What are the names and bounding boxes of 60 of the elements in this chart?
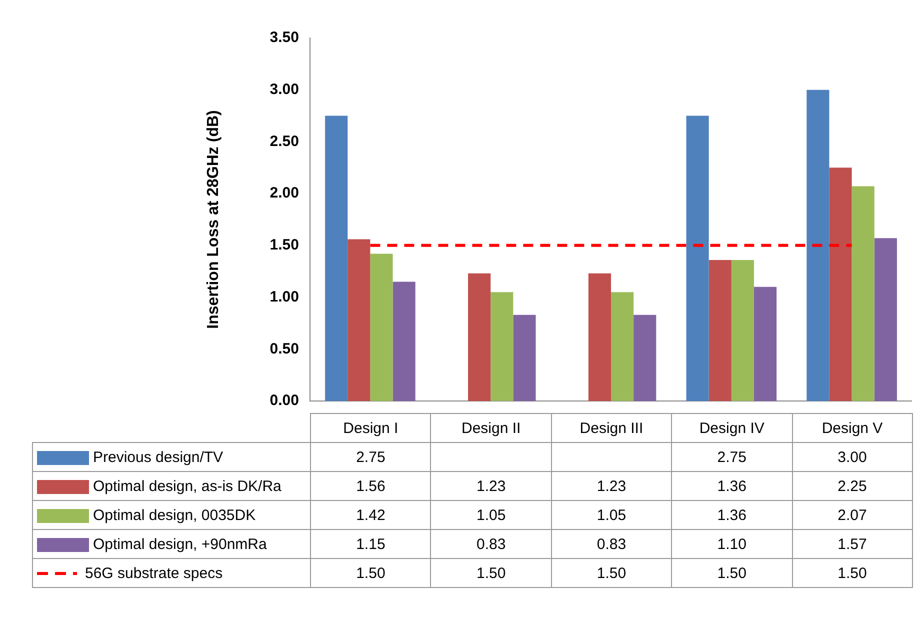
data-label: 1.36 xyxy=(672,472,792,500)
y-tick-label: 2.00 xyxy=(270,184,299,202)
data-label: 1.15 xyxy=(310,530,431,558)
y-tick-label: 0.50 xyxy=(270,340,299,358)
data-label: 0.83 xyxy=(551,530,672,558)
data-label: 1.42 xyxy=(310,500,431,530)
bar xyxy=(806,90,830,401)
bar xyxy=(611,292,634,401)
y-tick-label: 2.50 xyxy=(270,132,299,150)
y-tick-label: 3.00 xyxy=(270,81,299,98)
bar xyxy=(852,186,874,401)
legend-label: Previous design/TV xyxy=(32,442,310,472)
bar xyxy=(348,239,370,401)
data-label: 2.75 xyxy=(672,442,792,472)
data-label: 1.23 xyxy=(551,472,672,500)
data-label: 1.50 xyxy=(430,558,552,588)
data-label: 1.05 xyxy=(551,500,672,530)
x-tick-label: Design I xyxy=(310,414,431,442)
bar xyxy=(468,273,491,401)
data-label: 1.50 xyxy=(792,558,912,588)
data-label: 1.56 xyxy=(310,472,431,500)
data-label: 1.50 xyxy=(310,558,431,588)
data-label: 1.50 xyxy=(672,558,792,588)
x-tick-label: Design III xyxy=(551,414,672,442)
legend-label: 56G substrate specs xyxy=(32,558,310,588)
data-label: 1.10 xyxy=(672,530,792,558)
x-tick-label: Design V xyxy=(792,414,912,442)
bar xyxy=(588,273,611,401)
y-axis-title: Insertion Loss at 28GHz (dB) xyxy=(205,110,222,329)
x-tick-label: Design IV xyxy=(672,414,792,442)
x-tick-label: Design II xyxy=(430,414,552,442)
legend-label: Optimal design, +90nmRa xyxy=(32,530,310,558)
bar xyxy=(370,254,393,401)
data-label: 0.83 xyxy=(430,530,552,558)
y-tick-label: 1.50 xyxy=(270,236,299,254)
bar xyxy=(634,314,656,401)
data-label: 2.07 xyxy=(792,500,912,530)
data-label: 1.05 xyxy=(430,500,552,530)
bar xyxy=(686,116,709,401)
data-label: 3.00 xyxy=(792,442,912,472)
data-label: 2.75 xyxy=(310,442,431,472)
data-label: 1.36 xyxy=(672,500,792,530)
data-label: 2.25 xyxy=(792,472,912,500)
bar xyxy=(325,116,348,401)
y-tick-label: 3.50 xyxy=(270,29,299,46)
data-label: 1.57 xyxy=(792,530,912,558)
y-tick-label: 1.00 xyxy=(270,288,299,306)
bar xyxy=(874,238,897,401)
data-label: 1.23 xyxy=(430,472,552,500)
legend-label: Optimal design, as-is DK/Ra xyxy=(32,472,310,500)
bar xyxy=(392,282,416,401)
bar xyxy=(513,314,536,401)
bar xyxy=(731,260,754,401)
legend-label: Optimal design, 0035DK xyxy=(32,500,310,530)
y-tick-label: 0.00 xyxy=(270,392,299,410)
bar xyxy=(490,292,514,401)
bar xyxy=(754,286,777,401)
bar xyxy=(829,168,852,401)
bar xyxy=(708,260,732,401)
data-label: 1.50 xyxy=(551,558,672,588)
